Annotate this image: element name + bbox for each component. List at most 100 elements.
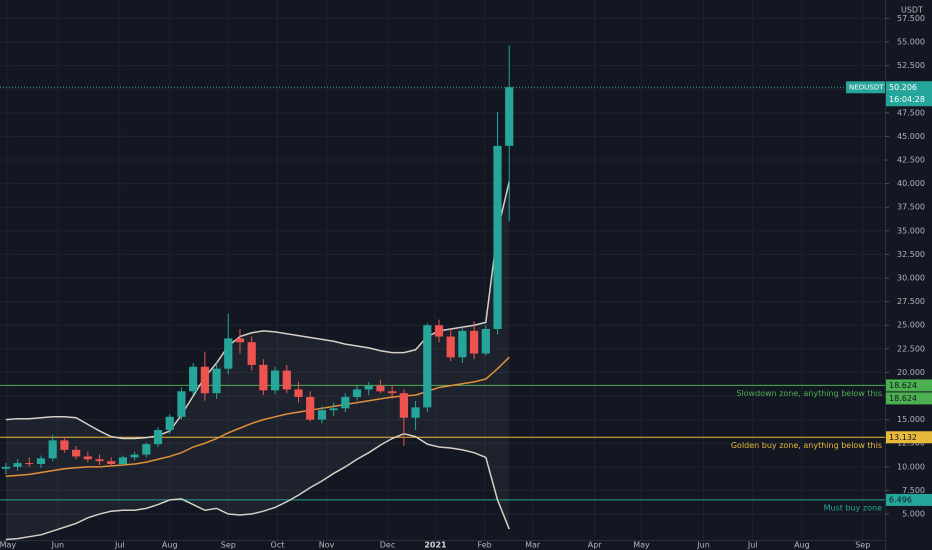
candle-body [95, 459, 104, 462]
candle-body [306, 396, 315, 420]
countdown-label: 16:04:28 [889, 95, 925, 104]
candle-body [189, 366, 198, 392]
level-tag [886, 431, 932, 444]
y-tick-label: 55.000 [897, 38, 925, 47]
x-tick-label: Jun [51, 541, 65, 550]
candle-body [505, 87, 514, 146]
y-tick-label: 42.500 [897, 156, 925, 165]
candle-body [36, 458, 46, 465]
x-tick-label: Jun [696, 541, 710, 550]
candle-body [388, 391, 397, 394]
candle-body [341, 396, 350, 409]
symbol-tag [846, 81, 885, 94]
candle-body [25, 463, 34, 465]
x-tick-label: Jul [747, 541, 758, 550]
candle-body [224, 338, 233, 369]
candle-body [83, 456, 92, 460]
candle-body [259, 364, 268, 391]
candle-body [118, 457, 128, 465]
level-tag-label: 13.132 [889, 433, 917, 442]
candle-body [329, 408, 338, 411]
overlay-line [5, 433, 510, 541]
candle-body [271, 370, 280, 391]
y-tick-label: 57.500 [897, 14, 925, 23]
y-tick-label: 40.000 [897, 179, 925, 188]
candle-body [60, 440, 69, 450]
level-text: Golden buy zone, anything below this [731, 441, 882, 450]
currency-label: USDT [901, 6, 923, 15]
candle-body [71, 449, 81, 457]
x-tick-label: Aug [162, 541, 178, 550]
candle-body [107, 461, 116, 465]
candle-body [177, 391, 186, 417]
candle-body [376, 385, 385, 392]
band-fill [5, 181, 510, 540]
x-tick-label: Mar [525, 541, 541, 550]
x-tick-label: Dec [380, 541, 395, 550]
candle-body [200, 366, 209, 394]
y-tick-label: 35.000 [897, 226, 925, 235]
x-tick-label: Feb [478, 541, 492, 550]
x-tick-label: Sep [855, 541, 870, 550]
y-tick-label: 15.000 [897, 415, 925, 424]
candle-body [423, 325, 432, 408]
level-tag-label: 18.624 [889, 394, 917, 403]
price-tag [886, 81, 932, 107]
candle-body [247, 342, 256, 365]
candle-body [294, 389, 303, 397]
candle-body [1, 466, 10, 469]
candle-body [130, 454, 139, 458]
candle-body [411, 407, 420, 418]
candle-body [470, 330, 479, 354]
y-tick-label: 52.500 [897, 61, 925, 70]
level-tag [886, 493, 932, 506]
candle-body [13, 463, 22, 467]
candle-body [142, 444, 151, 455]
candle-body [352, 389, 362, 397]
y-tick-label: 37.500 [897, 203, 925, 212]
y-tick-label: 20.000 [897, 368, 925, 377]
level-tag-label: 18.624 [889, 381, 917, 390]
x-tick-label: Sep [221, 541, 236, 550]
y-tick-label: 10.000 [897, 462, 925, 471]
candle-body [165, 416, 174, 431]
candle-body [48, 440, 57, 459]
level-text: Slowdown zone, anything below this [736, 389, 882, 398]
x-tick-label: May [0, 541, 16, 550]
y-tick-label: 22.500 [897, 344, 925, 353]
x-tick-label: Nov [319, 541, 335, 550]
level-tag-label: 6.496 [889, 495, 912, 504]
level-tag [886, 379, 932, 392]
candle-body [399, 393, 408, 418]
x-tick-label: May [633, 541, 650, 550]
candle-body [317, 410, 327, 420]
y-tick-label: 45.000 [897, 132, 925, 141]
x-tick-label: Oct [271, 541, 285, 550]
y-tick-label: 30.000 [897, 274, 925, 283]
y-tick-label: 25.000 [897, 321, 925, 330]
candle-body [235, 338, 245, 343]
candle-body [446, 336, 455, 358]
level-tag [886, 392, 932, 405]
level-text: Must buy zone [824, 503, 882, 512]
price-tag-label: 50.206 [889, 83, 917, 92]
x-tick-label: Apr [588, 541, 603, 550]
y-tick-label: 7.500 [902, 486, 925, 495]
candle-body [458, 330, 467, 358]
candle-body [481, 329, 490, 354]
x-tick-label: Aug [794, 541, 810, 550]
candle-body [153, 430, 163, 445]
y-tick-label: 27.500 [897, 297, 925, 306]
candle-body [282, 370, 291, 390]
y-tick-label: 32.500 [897, 250, 925, 259]
x-tick-label: Jul [114, 541, 125, 550]
y-tick-label: 5.000 [902, 510, 925, 519]
candle-body [364, 385, 373, 390]
candle-body [434, 325, 444, 337]
candle-body [493, 145, 502, 330]
candle-body [212, 368, 221, 394]
symbol-label: NEOUSDT [849, 83, 884, 91]
x-tick-label: 2021 [424, 541, 447, 550]
